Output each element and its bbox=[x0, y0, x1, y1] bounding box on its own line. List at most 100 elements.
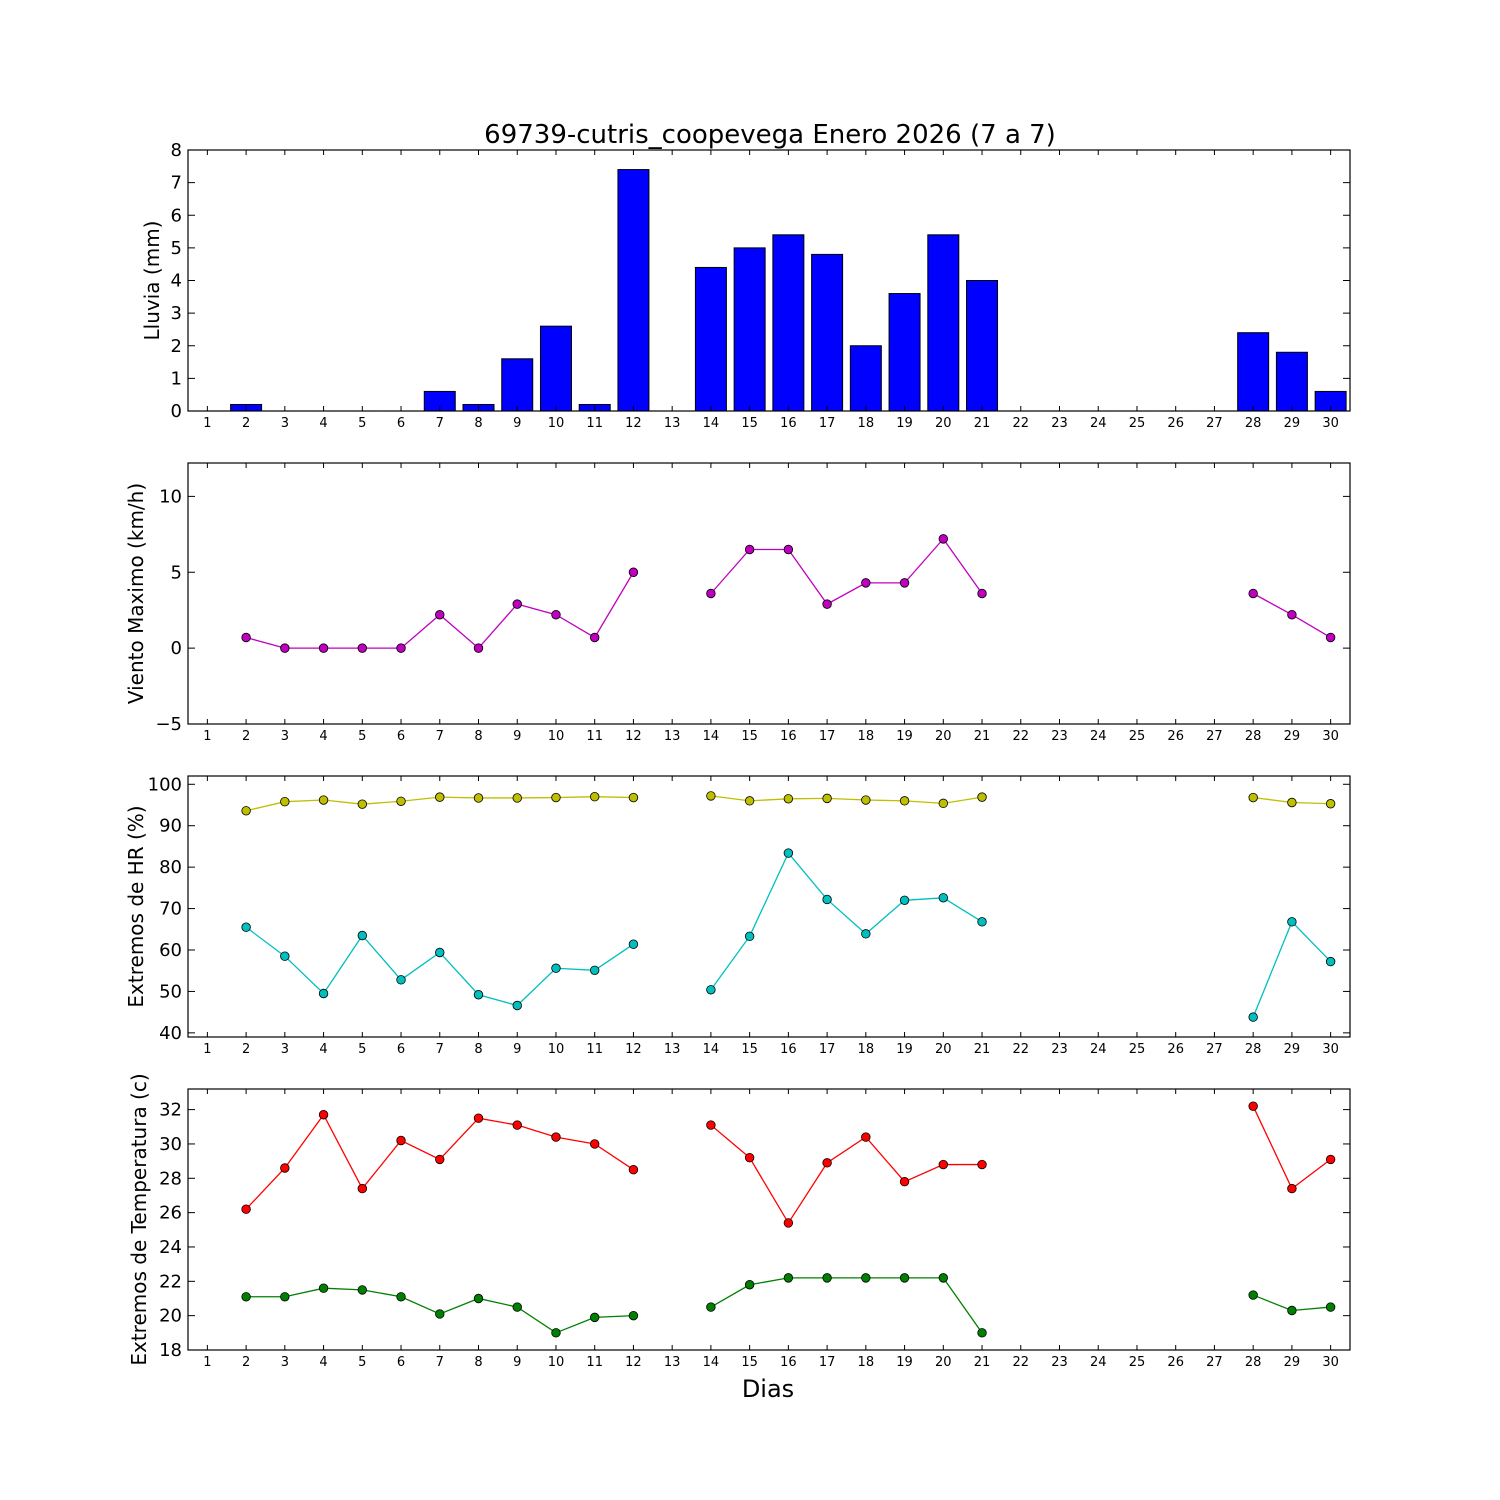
bar-day-18 bbox=[849, 345, 882, 412]
bar-day-17 bbox=[811, 253, 844, 412]
y-tick-label: 60 bbox=[159, 940, 182, 961]
y-axis-label: Lluvia (mm) bbox=[140, 221, 164, 341]
x-tick-label: 7 bbox=[436, 1042, 444, 1057]
series-1-point-day-3 bbox=[280, 796, 290, 807]
series-2-point-day-7 bbox=[435, 947, 445, 958]
x-tick-label: 2 bbox=[242, 1355, 250, 1370]
x-tick-label: 25 bbox=[1129, 416, 1146, 431]
bar-day-12 bbox=[617, 169, 650, 412]
x-tick-label: 1 bbox=[203, 729, 211, 744]
y-tick-label: 20 bbox=[159, 1306, 182, 1327]
x-tick-label: 2 bbox=[242, 729, 250, 744]
x-tick-label: 1 bbox=[203, 416, 211, 431]
x-tick-label: 19 bbox=[896, 1355, 913, 1370]
series-1-point-day-4 bbox=[318, 1110, 329, 1120]
x-tick-label: 22 bbox=[1012, 1355, 1029, 1370]
series-1-point-day-20 bbox=[938, 798, 949, 809]
series-2-point-day-17 bbox=[822, 1273, 832, 1283]
series-1-line-segment-2 bbox=[710, 795, 983, 804]
x-tick-label: 20 bbox=[935, 729, 952, 744]
x-tick-label: 10 bbox=[548, 1355, 565, 1370]
y-tick-label: 50 bbox=[159, 981, 182, 1002]
y-tick-label: 18 bbox=[159, 1340, 182, 1361]
series-1-point-day-8 bbox=[473, 1113, 484, 1123]
x-tick-label: 20 bbox=[935, 1355, 952, 1370]
chart-title: 69739-cutris_coopevega Enero 2026 (7 a 7… bbox=[484, 120, 1056, 150]
y-tick-label: 0 bbox=[171, 638, 182, 659]
series-1-point-day-16 bbox=[783, 794, 794, 804]
series-1-line-segment-2 bbox=[710, 1124, 983, 1225]
y-tick-label: 10 bbox=[159, 486, 182, 507]
series-2-line-segment-2 bbox=[710, 1277, 983, 1334]
bar-day-9 bbox=[501, 358, 534, 412]
series-1-point-day-18 bbox=[861, 578, 871, 588]
series-1-point-day-21 bbox=[977, 792, 987, 802]
x-tick-label: 21 bbox=[974, 1355, 991, 1370]
series-1-point-day-10 bbox=[551, 1132, 561, 1142]
y-tick-label: 3 bbox=[171, 303, 182, 324]
x-tick-label: 3 bbox=[281, 1355, 289, 1370]
x-tick-label: 28 bbox=[1245, 1042, 1262, 1057]
series-1-line-segment-2 bbox=[710, 537, 983, 605]
x-tick-label: 24 bbox=[1090, 1042, 1107, 1057]
series-1-point-day-11 bbox=[590, 632, 600, 643]
x-tick-label: 19 bbox=[896, 729, 913, 744]
bar-day-10 bbox=[539, 325, 572, 412]
bar-day-28 bbox=[1237, 332, 1270, 412]
series-2-point-day-20 bbox=[938, 1273, 949, 1283]
series-2-point-day-30 bbox=[1325, 1302, 1336, 1312]
series-2-point-day-28 bbox=[1248, 1290, 1258, 1300]
x-axis-label: Dias bbox=[742, 1375, 794, 1403]
y-tick-label: 32 bbox=[159, 1100, 182, 1121]
series-1-point-day-17 bbox=[822, 793, 832, 804]
x-tick-label: 10 bbox=[548, 416, 565, 431]
series-1-point-day-18 bbox=[861, 1132, 871, 1142]
x-tick-label: 1 bbox=[203, 1355, 211, 1370]
x-tick-label: 13 bbox=[664, 416, 681, 431]
series-1-point-day-6 bbox=[396, 796, 406, 806]
plot-frame bbox=[187, 462, 1351, 725]
y-tick-label: 4 bbox=[171, 271, 182, 292]
x-tick-label: 17 bbox=[819, 1042, 836, 1057]
series-1-point-day-9 bbox=[512, 599, 522, 609]
x-tick-label: 28 bbox=[1245, 416, 1262, 431]
x-tick-label: 30 bbox=[1322, 1042, 1339, 1057]
series-1-point-day-7 bbox=[435, 792, 445, 802]
x-tick-label: 24 bbox=[1090, 1355, 1107, 1370]
x-tick-label: 18 bbox=[858, 729, 875, 744]
series-1-point-day-14 bbox=[706, 1120, 716, 1130]
y-tick-label: 80 bbox=[159, 857, 182, 878]
x-tick-label: 19 bbox=[896, 416, 913, 431]
series-1-point-day-20 bbox=[938, 1159, 949, 1170]
x-tick-label: 23 bbox=[1051, 729, 1068, 744]
x-tick-label: 13 bbox=[664, 1355, 681, 1370]
y-tick-label: 0 bbox=[171, 401, 182, 422]
bar-day-14 bbox=[694, 266, 727, 412]
series-2-point-day-5 bbox=[357, 1285, 368, 1295]
x-tick-label: 23 bbox=[1051, 416, 1068, 431]
series-1-point-day-10 bbox=[551, 792, 561, 803]
series-1-point-day-29 bbox=[1287, 610, 1297, 620]
series-1-point-day-12 bbox=[628, 792, 639, 803]
x-tick-label: 15 bbox=[741, 1042, 758, 1057]
x-tick-label: 22 bbox=[1012, 729, 1029, 744]
series-1-point-day-5 bbox=[357, 643, 368, 653]
x-tick-label: 6 bbox=[397, 416, 405, 431]
series-1-point-day-8 bbox=[473, 643, 484, 653]
series-1-point-day-12 bbox=[628, 567, 639, 577]
series-2-point-day-14 bbox=[706, 985, 716, 995]
x-tick-label: 14 bbox=[703, 729, 720, 744]
x-tick-label: 12 bbox=[625, 1042, 642, 1057]
series-1-point-day-17 bbox=[822, 599, 832, 609]
series-2-point-day-5 bbox=[357, 930, 368, 941]
series-1-point-day-29 bbox=[1287, 797, 1297, 808]
x-tick-label: 10 bbox=[548, 1042, 565, 1057]
x-tick-label: 18 bbox=[858, 1355, 875, 1370]
x-tick-label: 22 bbox=[1012, 416, 1029, 431]
series-1-point-day-5 bbox=[357, 799, 368, 809]
series-2-point-day-8 bbox=[473, 990, 484, 1000]
x-tick-label: 7 bbox=[436, 1355, 444, 1370]
